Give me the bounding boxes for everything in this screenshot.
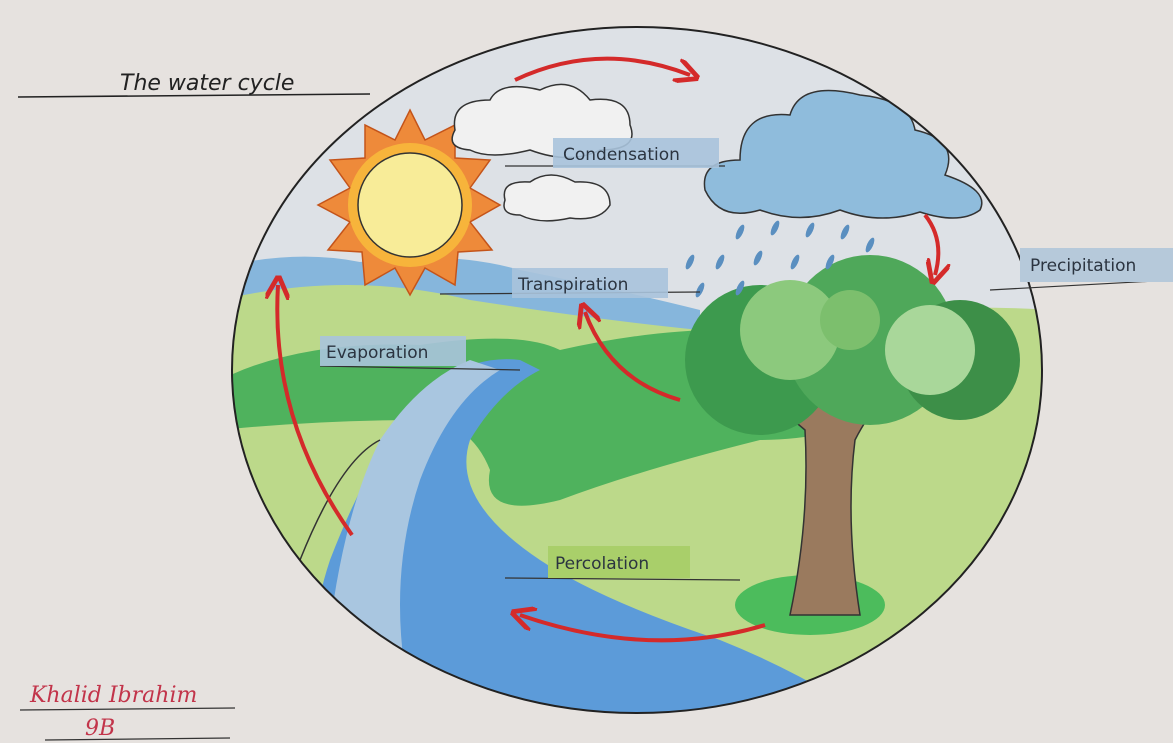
student-class: 9B (85, 716, 115, 741)
page: The water cycle Condensation Precipitati… (0, 0, 1173, 743)
transpiration-label: Transpiration (517, 275, 628, 295)
condensation-label: Condensation (563, 145, 680, 165)
percolation-label: Percolation (555, 554, 649, 574)
student-name: Khalid Ibrahim (29, 683, 197, 708)
precipitation-label: Precipitation (1030, 256, 1136, 276)
title: The water cycle (120, 71, 294, 96)
evaporation-label: Evaporation (326, 343, 428, 363)
water-cycle-drawing: The water cycle Condensation Precipitati… (0, 0, 1173, 743)
